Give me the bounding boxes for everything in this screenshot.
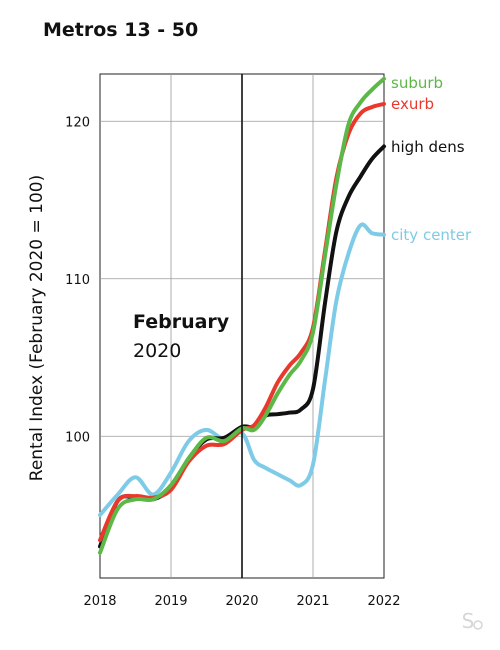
- legend: suburb exurb high dens city center: [391, 74, 472, 244]
- legend-label-high-dens: high dens: [391, 138, 465, 156]
- x-tick-label: 2022: [367, 594, 400, 609]
- chart-title: Metros 13 - 50: [43, 19, 198, 41]
- series-line-suburb: [98, 76, 386, 555]
- y-tick-labels: 100 110 120: [65, 115, 90, 445]
- series-lines: [98, 74, 386, 578]
- x-tick-labels: 2018 2019 2020 2021 2022: [83, 594, 400, 609]
- annotation-year: 2020: [133, 340, 181, 362]
- x-tick-label: 2020: [225, 594, 258, 609]
- x-tick-label: 2021: [296, 594, 329, 609]
- x-tick-label: 2018: [83, 594, 116, 609]
- logo-icon: S: [462, 609, 483, 633]
- y-axis-label: Rental Index (February 2020 = 100): [27, 175, 47, 481]
- legend-label-city-center: city center: [391, 226, 472, 244]
- y-tick-label: 110: [65, 273, 90, 288]
- legend-label-exurb: exurb: [391, 95, 434, 113]
- svg-text:S: S: [462, 609, 475, 633]
- legend-label-suburb: suburb: [391, 74, 443, 92]
- y-tick-label: 120: [65, 115, 90, 130]
- series-line-city-center: [98, 222, 386, 517]
- y-tick-label: 100: [65, 430, 90, 445]
- x-tick-label: 2019: [154, 594, 187, 609]
- annotation-month: February: [133, 311, 230, 333]
